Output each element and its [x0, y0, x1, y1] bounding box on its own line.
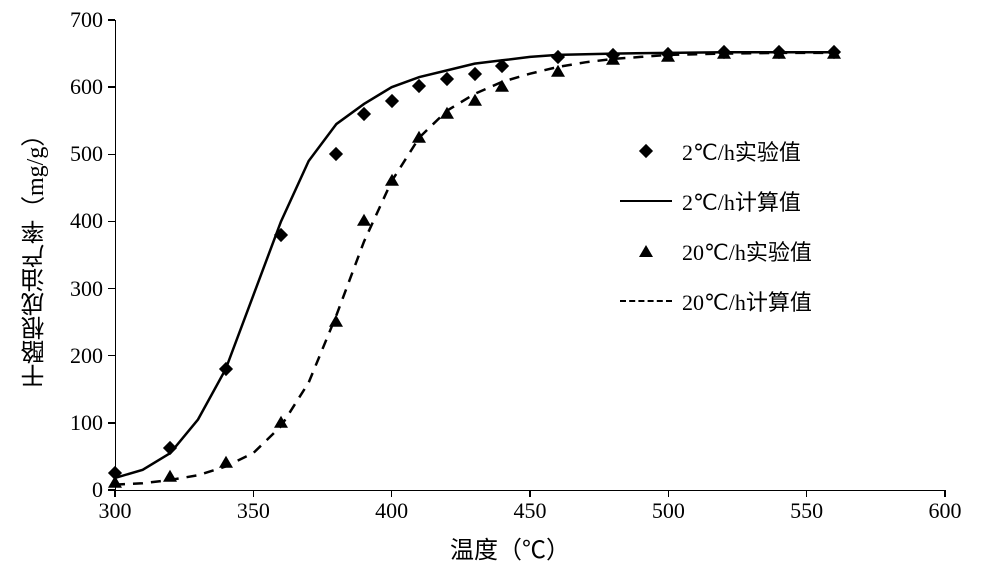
triangle-marker — [163, 469, 177, 481]
line-layer — [115, 20, 945, 490]
triangle-marker — [772, 46, 786, 58]
x-tick-mark — [253, 490, 255, 497]
y-tick-mark — [108, 86, 115, 88]
triangle-marker — [108, 476, 122, 488]
triangle-marker — [329, 315, 343, 327]
y-tick-mark — [108, 221, 115, 223]
series-line — [115, 53, 834, 485]
x-axis-label: 温度（℃） — [450, 530, 570, 565]
x-tick-label: 500 — [652, 498, 685, 524]
series-line — [115, 52, 834, 478]
x-tick-mark — [668, 490, 670, 497]
y-tick-label: 600 — [0, 74, 103, 100]
triangle-marker — [468, 93, 482, 105]
triangle-marker — [495, 80, 509, 92]
y-tick-mark — [108, 422, 115, 424]
x-tick-mark — [806, 490, 808, 497]
triangle-marker — [385, 174, 399, 186]
y-tick-mark — [108, 288, 115, 290]
y-tick-label: 200 — [0, 343, 103, 369]
y-tick-label: 500 — [0, 141, 103, 167]
triangle-marker — [274, 416, 288, 428]
x-tick-label: 450 — [514, 498, 547, 524]
x-tick-label: 400 — [375, 498, 408, 524]
y-tick-label: 0 — [0, 477, 103, 503]
y-tick-label: 700 — [0, 7, 103, 33]
triangle-marker — [412, 130, 426, 142]
triangle-marker — [551, 65, 565, 77]
triangle-marker — [827, 46, 841, 58]
x-tick-mark — [529, 490, 531, 497]
x-tick-label: 600 — [929, 498, 962, 524]
triangle-marker — [219, 456, 233, 468]
x-tick-label: 350 — [237, 498, 270, 524]
triangle-marker — [661, 50, 675, 62]
y-tick-mark — [108, 154, 115, 156]
y-tick-mark — [108, 355, 115, 357]
triangle-marker — [357, 214, 371, 226]
triangle-marker — [606, 53, 620, 65]
x-tick-mark — [944, 490, 946, 497]
x-tick-mark — [391, 490, 393, 497]
y-tick-mark — [108, 19, 115, 21]
y-tick-label: 400 — [0, 208, 103, 234]
x-tick-mark — [114, 490, 116, 497]
triangle-marker — [717, 46, 731, 58]
x-tick-label: 550 — [790, 498, 823, 524]
y-tick-label: 100 — [0, 410, 103, 436]
y-tick-label: 300 — [0, 276, 103, 302]
kerogen-oil-yield-chart: 干酪根成油产率（mg/g） 温度（℃） 2℃/h实验值2℃/h计算值20℃/h实… — [0, 0, 1000, 577]
triangle-marker — [440, 107, 454, 119]
x-tick-label: 300 — [99, 498, 132, 524]
